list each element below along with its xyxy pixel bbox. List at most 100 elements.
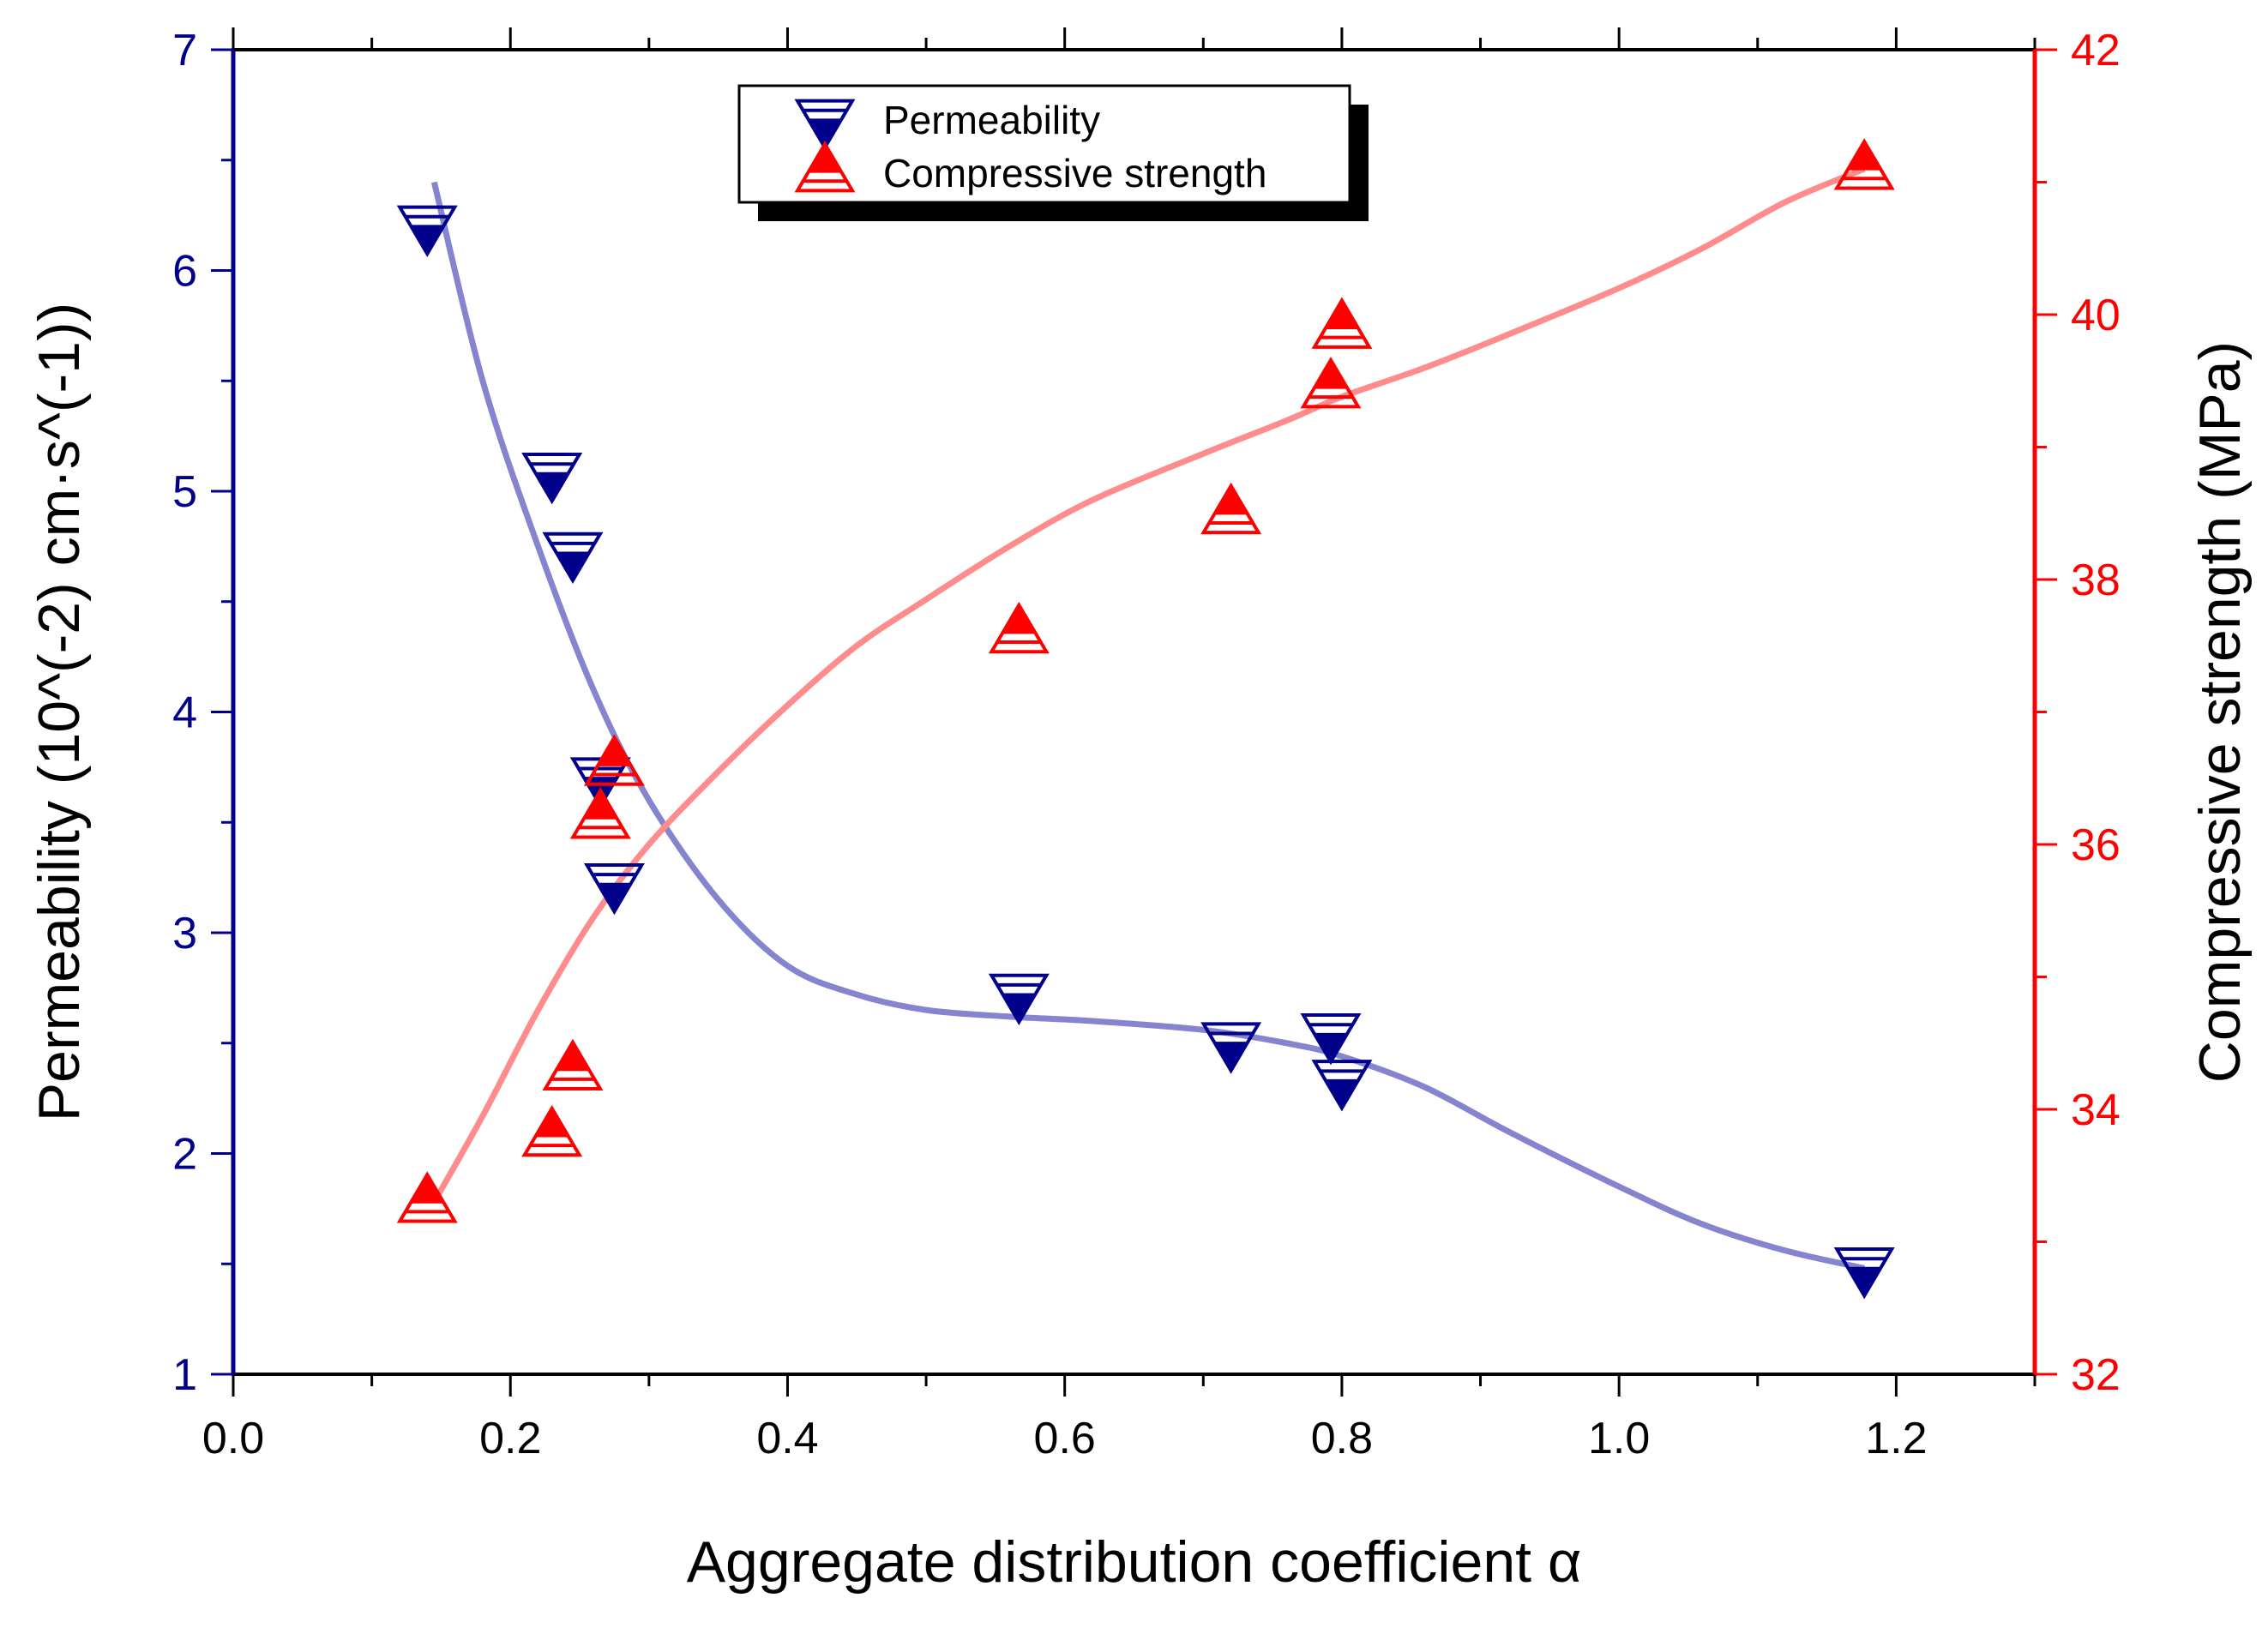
compressive-strength-point-outline	[1833, 138, 1895, 190]
compressive-strength-point-fill	[556, 1042, 590, 1072]
legend-marker-compressive-strength	[794, 141, 856, 193]
y-left-tick-label: 2	[172, 1130, 197, 1180]
x-tick-label: 0.6	[1034, 1414, 1096, 1463]
compressive-strength-point	[1833, 138, 1895, 190]
compressive-strength-point-fill	[1002, 604, 1037, 634]
compressive-strength-point-outline	[569, 787, 631, 839]
compressive-strength-point	[542, 1038, 604, 1091]
x-axis-title: Aggregate distribution coefficient α	[687, 1529, 1582, 1595]
compressive-strength-point-fill	[1213, 485, 1248, 515]
compressive-strength-point-fill	[1847, 141, 1882, 171]
legend-box	[737, 84, 1351, 204]
compressive-strength-point	[988, 601, 1050, 654]
x-axis-ticks: 0.0 0.2 0.4 0.6 0.8 1.0 1.2	[202, 27, 2036, 1463]
y-left-tick-label: 1	[172, 1350, 197, 1400]
permeability-fit-line	[430, 181, 1865, 1271]
compressive-strength-point	[1300, 357, 1362, 409]
compressive-strength-point-outline	[521, 1104, 583, 1157]
compressive-strength-fit-line	[431, 165, 1866, 1204]
permeability-point-fill	[1213, 1042, 1248, 1071]
permeability-point-outline	[1200, 1022, 1262, 1074]
permeability-point-fill	[1847, 1266, 1882, 1296]
x-tick-label: 0.0	[202, 1414, 264, 1463]
permeability-point	[1311, 1060, 1373, 1112]
compressive-strength-point-fill	[583, 790, 618, 820]
y-left-tick-label: 4	[172, 688, 197, 738]
y-left-tick-label: 3	[172, 909, 197, 958]
permeability-point-fill	[410, 225, 445, 254]
permeability-point	[1833, 1247, 1895, 1300]
compressive-strength-point-fill	[534, 1108, 569, 1138]
permeability-point-outline	[988, 973, 1050, 1026]
data-markers	[396, 138, 1895, 1300]
permeability-point	[583, 862, 645, 916]
permeability-point	[542, 532, 604, 585]
legend-compressive-strength-symbol-fill	[808, 144, 842, 173]
compressive-strength-point	[583, 734, 645, 786]
legend-permeability-symbol-outline	[794, 99, 856, 151]
permeability-point-fill	[1002, 993, 1037, 1023]
legend-label-compressive-strength: Compressive strength	[883, 151, 1266, 195]
y-left-tick-label: 6	[172, 247, 197, 297]
y-left-tick-label: 5	[172, 467, 197, 517]
y-right-axis-ticks: 32 34 36 38 40 42	[2035, 26, 2121, 1400]
legend-permeability-symbol-fill	[808, 118, 842, 147]
permeability-point-outline	[521, 453, 583, 505]
y-right-tick-label: 34	[2071, 1085, 2121, 1135]
compressive-strength-point-outline	[583, 734, 645, 786]
legend-compressive-strength-symbol	[794, 141, 856, 193]
plot-frame	[232, 48, 2036, 1376]
permeability-point	[1200, 1022, 1262, 1074]
permeability-point-fill	[556, 551, 590, 581]
legend-compressive-strength-symbol-outline	[794, 141, 856, 193]
y-right-axis-title: Compressive strength (MPa)	[2187, 341, 2253, 1083]
legend: Permeability Compressive strength	[737, 84, 1369, 221]
permeability-point-outline	[1311, 1060, 1373, 1112]
permeability-point-fill	[1314, 1032, 1348, 1062]
x-tick-label: 0.2	[479, 1414, 541, 1463]
y-left-tick-label: 7	[172, 26, 197, 75]
y-right-tick-label: 42	[2071, 26, 2121, 75]
y-left-axis-ticks: 1 2 3 4 5 6 7	[172, 26, 233, 1400]
compressive-strength-point-fill	[410, 1174, 445, 1204]
legend-label-permeability: Permeability	[883, 98, 1100, 142]
permeability-point-fill	[597, 882, 632, 912]
permeability-point-outline	[1833, 1247, 1895, 1300]
compressive-strength-point-outline	[1311, 297, 1373, 349]
permeability-point-outline	[583, 862, 645, 916]
permeability-point-outline	[1300, 1013, 1362, 1066]
permeability-point	[521, 453, 583, 505]
permeability-point	[1300, 1013, 1362, 1066]
y-right-tick-label: 32	[2071, 1350, 2121, 1400]
fit-lines	[430, 165, 1866, 1271]
compressive-strength-point	[1311, 297, 1373, 349]
compressive-strength-point-fill	[1314, 359, 1348, 389]
permeability-point	[396, 205, 458, 257]
permeability-point-fill	[1325, 1078, 1359, 1108]
legend-marker-permeability	[794, 99, 856, 151]
y-left-axis-title: Permeability (10^(-2) cm·s^(-1))	[27, 303, 92, 1121]
compressive-strength-point-fill	[597, 737, 632, 766]
x-tick-label: 1.0	[1588, 1414, 1650, 1463]
x-tick-label: 1.2	[1865, 1414, 1927, 1463]
compressive-strength-point	[569, 787, 631, 839]
legend-permeability-symbol	[794, 99, 856, 151]
compressive-strength-point	[396, 1171, 458, 1223]
x-tick-label: 0.8	[1311, 1414, 1373, 1463]
permeability-point-fill	[534, 472, 569, 502]
compressive-strength-point-fill	[1325, 300, 1359, 330]
compressive-strength-point-outline	[396, 1171, 458, 1223]
y-right-tick-label: 40	[2071, 291, 2121, 340]
compressive-strength-point-outline	[1300, 357, 1362, 409]
permeability-point-outline	[542, 532, 604, 585]
y-right-tick-label: 36	[2071, 820, 2121, 870]
permeability-point-outline	[396, 205, 458, 257]
permeability-point	[988, 973, 1050, 1026]
compressive-strength-point-outline	[1200, 482, 1262, 535]
compressive-strength-point	[1200, 482, 1262, 535]
compressive-strength-point-outline	[988, 601, 1050, 654]
x-tick-label: 0.4	[756, 1414, 818, 1463]
compressive-strength-point	[521, 1104, 583, 1157]
y-right-tick-label: 38	[2071, 556, 2121, 605]
